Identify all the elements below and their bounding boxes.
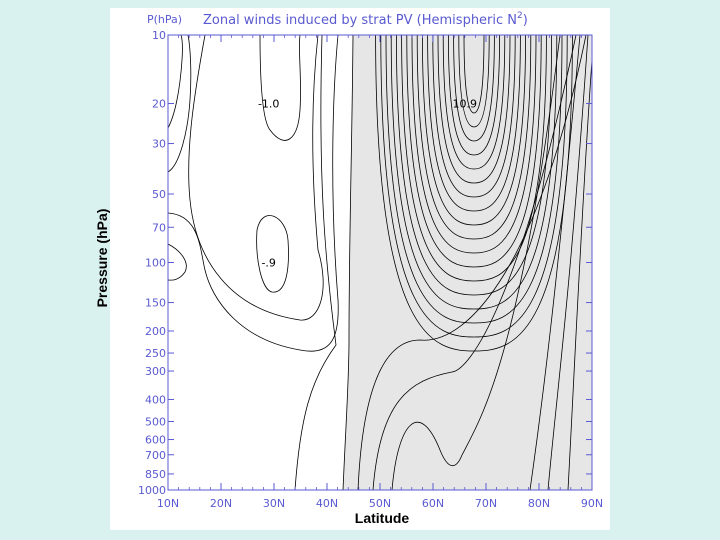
y-unit-label: P(hPa) [147,13,182,26]
y-tick-label: 400 [145,393,166,406]
negative-contour [294,34,337,491]
jet-contour [463,34,485,114]
negative-contour [167,243,187,281]
y-tick-label: 300 [145,365,166,378]
x-tick-label: 60N [422,497,444,510]
chart-title: Zonal winds induced by strat PV (Hemisph… [203,11,528,28]
title-superscript: 2 [517,11,523,21]
deep-contour [357,34,587,491]
x-tick-label: 70N [475,497,497,510]
deep-contour [391,34,561,491]
x-tick-label: 20N [210,497,232,510]
x-axis-label: Latitude [354,510,410,526]
x-tick-label: 90N [581,497,603,510]
jet-contour [401,34,547,282]
deep-contour [547,34,589,491]
y-axis-label: Pressure (hPa) [94,208,110,308]
jet-contour [442,34,506,170]
deep-contour [567,59,593,491]
x-tick-label: 10N [157,497,179,510]
jet-contour [437,34,511,184]
y-tick-label: 20 [152,97,166,110]
deep-contour [372,34,577,491]
negative-contour [167,34,192,173]
x-tick-label: 80N [528,497,550,510]
negative-contour [259,34,301,141]
x-tick-labels: 10N 20N 30N 40N 50N 60N 70N 80N 90N [157,497,603,510]
y-tick-label: 250 [145,347,166,360]
negative-contour [167,34,339,352]
jet-contour [380,34,568,338]
axis-ticks [167,34,593,491]
jet-contour [448,34,500,156]
jet-contour [390,34,558,310]
y-tick-label: 200 [145,325,166,338]
contour-value-labels: -1.0 10.9 -.9 [258,97,477,269]
x-tick-label: 40N [316,497,338,510]
negative-contour [256,215,289,293]
jet-contour [458,34,490,128]
jet-contour [422,34,526,226]
zero-contour [342,34,354,491]
deep-contour [529,34,581,491]
jet-contour [432,34,516,198]
negative-contour [188,34,324,321]
y-tick-label: 10 [152,29,166,42]
y-tick-label: 500 [145,416,166,429]
y-tick-label: 30 [152,138,166,151]
contour-label: -.9 [261,257,275,270]
y-tick-label: 600 [145,434,166,447]
y-tick-label: 70 [152,221,166,234]
jet-contour [396,34,552,296]
y-tick-label: 1000 [138,484,166,497]
positive-wind-shading [343,35,592,490]
x-tick-label: 50N [369,497,391,510]
y-tick-label: 700 [145,449,166,462]
y-tick-label: 150 [145,297,166,310]
contour-lines [167,34,593,491]
jet-contour [427,34,521,212]
y-tick-label: 850 [145,468,166,481]
jet-contour [406,34,542,268]
contour-label: 10.9 [453,97,478,110]
negative-contour [167,34,183,129]
y-tick-label: 50 [152,188,166,201]
y-tick-label: 100 [145,257,166,270]
x-tick-label: 30N [263,497,285,510]
jet-contour [385,34,563,324]
title-close: ) [523,13,528,28]
jet-contour [453,34,495,142]
jet-contour [411,34,537,254]
contour-label: -1.0 [258,97,279,110]
y-tick-labels: 10 20 30 50 70 100 150 200 250 300 400 500 600 700 850… [138,29,166,497]
shaded-region [343,35,592,490]
jet-contour [416,34,532,240]
